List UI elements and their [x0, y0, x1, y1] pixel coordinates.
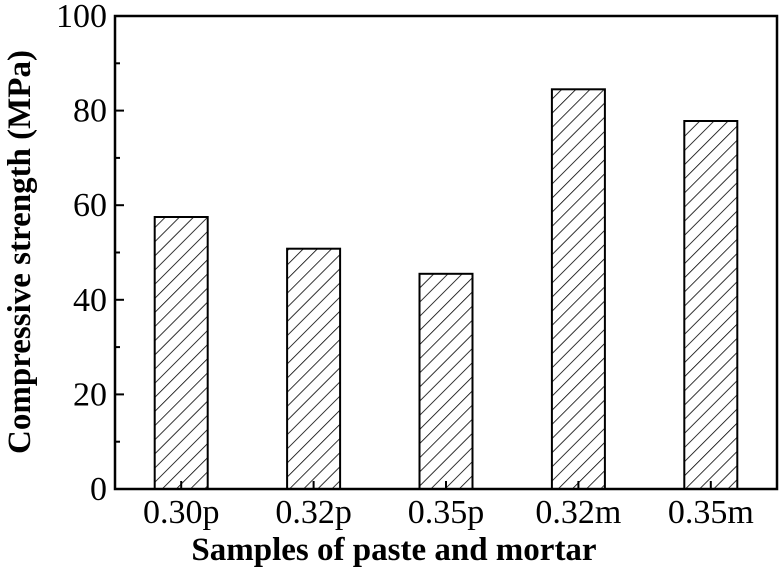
- x-tick-label: 0.35m: [668, 494, 754, 531]
- bar-0.32m: [550, 88, 606, 491]
- x-tick-label: 0.32m: [535, 494, 621, 531]
- bar-0.30p: [153, 216, 209, 490]
- y-tick-label: 40: [73, 282, 107, 319]
- plot-frame: [113, 14, 779, 491]
- bar-0.32p: [286, 247, 342, 490]
- bars-group: [153, 88, 739, 491]
- y-tick-label: 60: [73, 187, 107, 224]
- x-tick-label: 0.35p: [408, 494, 485, 531]
- x-tick-label: 0.32p: [275, 494, 352, 531]
- y-tick-label: 20: [73, 376, 107, 413]
- x-axis-title: Samples of paste and mortar: [191, 532, 596, 568]
- y-tick-label: 100: [56, 0, 107, 35]
- x-axis-ticks: 0.30p 0.32p 0.35p 0.32m 0.35m: [143, 481, 754, 531]
- y-tick-label: 80: [73, 93, 107, 130]
- x-tick-label: 0.30p: [143, 494, 220, 531]
- bar-0.35p: [418, 272, 474, 490]
- y-tick-label: 0: [90, 471, 107, 508]
- y-axis-title: Compressive strength (MPa): [2, 50, 38, 454]
- bar-0.35m: [683, 120, 739, 490]
